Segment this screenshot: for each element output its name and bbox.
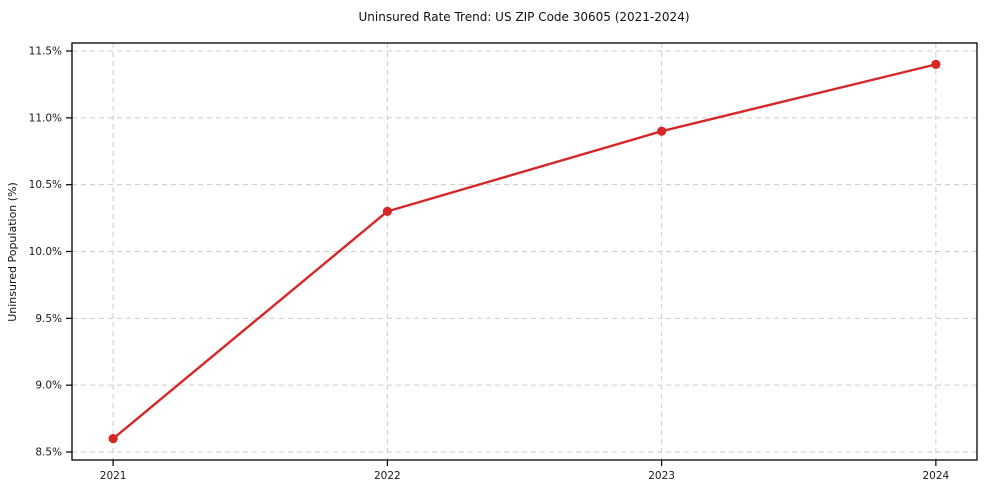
y-tick-label: 8.5%	[35, 446, 62, 458]
x-tick-label: 2024	[922, 470, 949, 482]
chart-title: Uninsured Rate Trend: US ZIP Code 30605 …	[358, 10, 689, 24]
data-point-2022	[382, 206, 392, 217]
trend-line	[111, 63, 938, 440]
y-tick-label: 9.0%	[35, 380, 62, 392]
series-layer	[108, 59, 941, 444]
y-tick-label: 9.5%	[35, 313, 62, 325]
y-tick-label: 11.5%	[29, 46, 62, 58]
grid-layer	[72, 43, 977, 460]
y-axis-label: Uninsured Population (%)	[6, 182, 19, 322]
y-tick-label: 10.0%	[29, 246, 62, 258]
data-point-2021	[108, 434, 118, 444]
x-tick-label: 2023	[648, 470, 675, 482]
x-tick-label: 2022	[374, 470, 401, 482]
y-tick-label: 11.0%	[29, 112, 62, 124]
data-point-2024	[931, 59, 941, 69]
axes-layer: 8.5% 9.0% 9.5% 10.0% 10.5% 11.0% 11.5% 2021 2022…	[29, 42, 978, 482]
data-point-2023	[657, 126, 667, 136]
y-tick-label: 10.5%	[29, 179, 62, 191]
x-tick-label: 2021	[100, 470, 127, 482]
